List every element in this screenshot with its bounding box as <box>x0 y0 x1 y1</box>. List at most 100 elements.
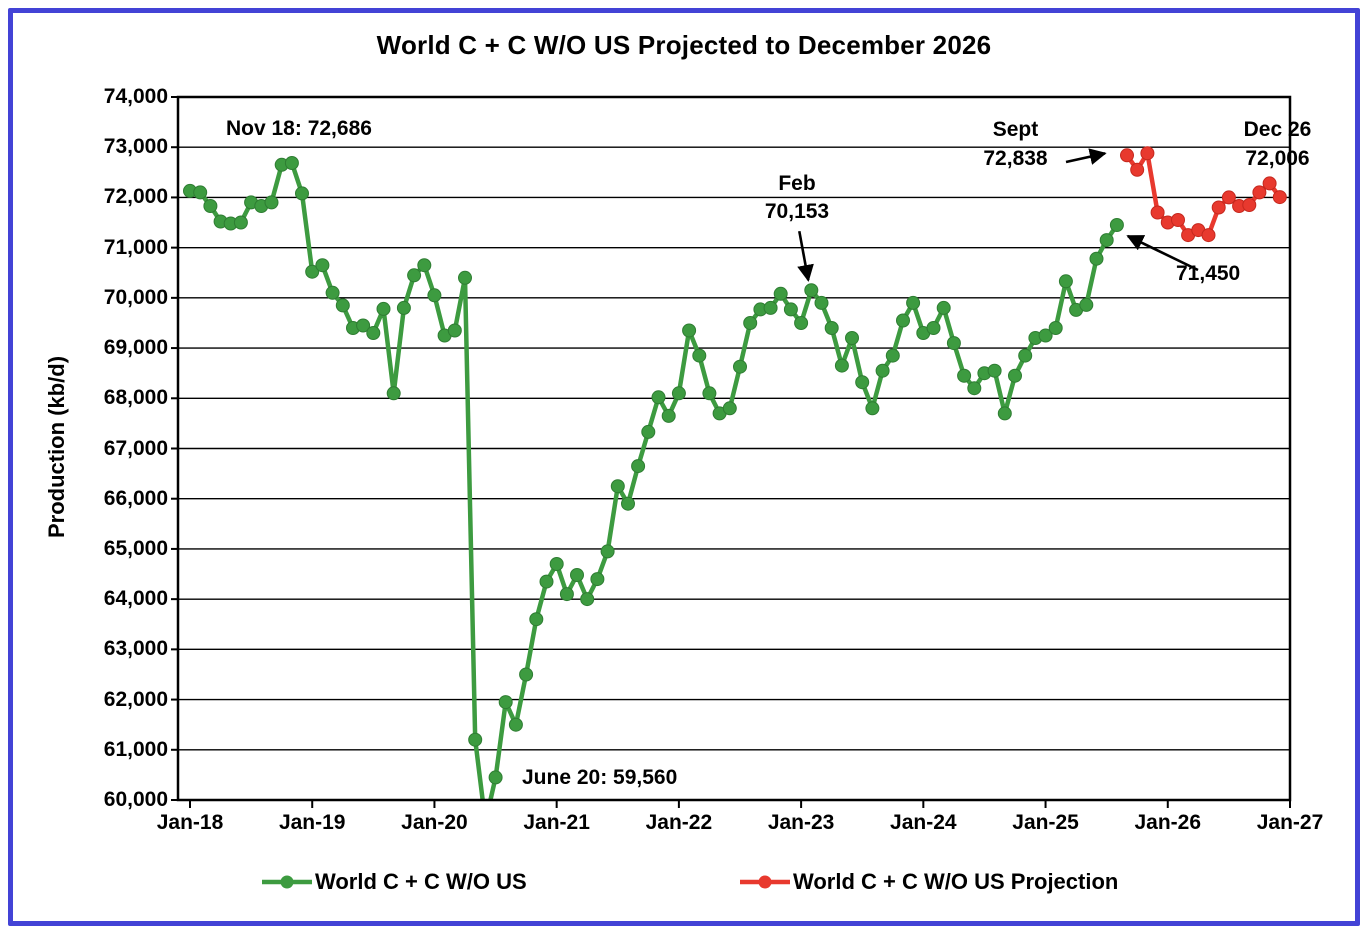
y-tick-label: 69,000 <box>103 336 168 360</box>
data-point-marker <box>824 321 839 335</box>
annotation-feb: Feb 70,153 <box>737 170 857 226</box>
data-point-marker <box>407 268 422 283</box>
data-point-marker <box>386 386 401 401</box>
data-point-marker <box>845 331 859 345</box>
x-tick-label: Jan-19 <box>278 811 346 834</box>
data-point-marker <box>233 215 248 230</box>
data-point-marker <box>814 295 829 310</box>
data-point-marker <box>1221 190 1236 205</box>
data-point-marker <box>590 572 605 587</box>
legend-label-actual: World C + C W/O US <box>315 869 527 894</box>
y-tick-label: 68,000 <box>103 386 168 410</box>
y-tick-label: 61,000 <box>103 737 168 761</box>
data-point-marker <box>631 459 646 474</box>
annotation-dec26-line1: Dec 26 <box>1243 118 1312 141</box>
data-point-marker <box>396 300 411 315</box>
x-tick-label: Jan-24 <box>890 811 957 834</box>
data-point-marker <box>488 770 503 785</box>
data-point-marker <box>539 574 554 589</box>
data-point-marker <box>896 313 910 328</box>
data-point-marker <box>1038 328 1053 343</box>
data-point-marker <box>284 156 299 170</box>
data-point-marker <box>1272 190 1287 205</box>
data-point-marker <box>498 695 513 710</box>
data-point-marker <box>468 732 483 747</box>
data-point-marker <box>305 264 320 279</box>
legend-marker-actual <box>262 875 312 889</box>
annotation-arrow <box>797 230 814 282</box>
x-tick-label: Jan-18 <box>156 811 224 834</box>
y-tick-label: 64,000 <box>103 587 168 611</box>
annotation-sept: Sept 72,838 <box>953 115 1078 173</box>
data-point-marker <box>447 323 462 338</box>
data-point-marker <box>193 185 208 200</box>
series-line-actual <box>187 160 1120 801</box>
data-point-marker <box>1058 274 1073 289</box>
y-tick-label: 67,000 <box>103 436 168 460</box>
data-point-marker <box>1140 146 1155 161</box>
annotation-dec26-line2: 72,006 <box>1245 147 1310 170</box>
data-point-marker <box>1130 162 1145 177</box>
data-point-marker <box>885 348 900 363</box>
data-point-marker <box>804 283 819 298</box>
data-point-marker <box>946 336 961 351</box>
data-point-marker <box>335 298 350 313</box>
data-point-marker <box>621 496 635 511</box>
data-point-marker <box>600 544 615 559</box>
data-point-marker <box>610 479 625 494</box>
data-point-marker <box>1150 205 1165 220</box>
annotation-june20: June 20: 59,560 <box>522 766 678 789</box>
legend-label-projection: World C + C W/O US Projection <box>793 869 1119 894</box>
y-tick-label: 73,000 <box>103 135 168 159</box>
data-point-marker <box>1099 233 1114 248</box>
data-point-marker <box>295 186 309 201</box>
data-point-marker <box>661 408 676 423</box>
annotation-dec26: Dec 26 72,006 <box>1215 115 1340 173</box>
data-point-marker <box>1211 200 1226 215</box>
data-point-marker <box>417 258 432 273</box>
data-point-marker <box>1089 251 1104 266</box>
data-point-marker <box>356 318 371 333</box>
y-tick-label: 66,000 <box>103 486 168 510</box>
data-point-marker <box>702 386 717 401</box>
chart-title: World C + C W/O US Projected to December… <box>376 30 992 60</box>
x-tick-label: Jan-27 <box>1256 811 1324 834</box>
data-point-marker <box>794 316 809 330</box>
y-tick-label: 63,000 <box>103 637 168 661</box>
annotation-71450: 71,450 <box>1176 262 1241 285</box>
data-point-marker <box>671 386 686 401</box>
x-tick-label: Jan-25 <box>1012 811 1079 834</box>
data-point-marker <box>458 270 472 285</box>
data-point-marker <box>865 401 880 416</box>
annotation-sept-line2: 72,838 <box>983 147 1048 170</box>
data-point-marker <box>997 406 1012 421</box>
x-tick-label: Jan-21 <box>523 811 590 834</box>
data-point-marker <box>529 612 544 627</box>
data-point-marker <box>1109 218 1124 232</box>
data-point-marker <box>1079 297 1094 312</box>
data-point-marker <box>315 258 330 273</box>
data-point-marker <box>906 295 921 310</box>
data-point-marker <box>641 424 656 439</box>
data-point-marker <box>834 358 849 373</box>
data-point-marker <box>763 300 778 315</box>
x-tick-label: Jan-23 <box>767 811 835 834</box>
y-tick-label: 72,000 <box>103 185 168 209</box>
y-tick-label: 62,000 <box>103 687 168 711</box>
annotation-feb-line2: 70,153 <box>764 200 830 223</box>
data-point-marker <box>987 363 1002 378</box>
data-point-marker <box>1018 348 1033 363</box>
data-point-marker <box>427 288 442 303</box>
data-point-marker <box>692 348 707 363</box>
data-point-marker <box>1008 368 1022 383</box>
data-point-marker <box>783 302 798 317</box>
data-point-marker <box>855 375 870 390</box>
data-point-marker <box>743 316 758 330</box>
data-point-marker <box>203 199 218 213</box>
x-tick-label: Jan-20 <box>401 811 468 834</box>
data-point-marker <box>570 568 584 582</box>
data-point-marker <box>508 717 523 732</box>
legend-marker-projection <box>740 875 790 889</box>
data-point-marker <box>325 285 340 300</box>
annotation-arrow <box>1126 234 1199 272</box>
